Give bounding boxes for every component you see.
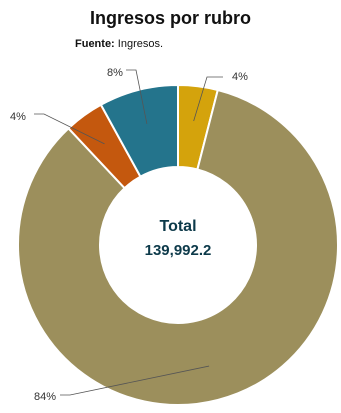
leader-lines xyxy=(34,69,223,396)
donut-slice xyxy=(17,88,339,406)
total-value: 139,992.2 xyxy=(144,242,212,259)
donut-slice xyxy=(99,83,179,179)
chart-title: Ingresos por rubro xyxy=(89,8,251,28)
source-text: Ingresos. xyxy=(117,38,164,50)
leader-line xyxy=(193,76,223,122)
leader-line xyxy=(126,69,148,125)
slice-label: 4% xyxy=(232,71,248,83)
slice-label: 84% xyxy=(34,391,56,403)
total-label: Total xyxy=(159,218,197,235)
source-label: Fuente: xyxy=(75,38,115,50)
chart-source: Fuente: Ingresos. xyxy=(75,38,163,50)
donut-slices xyxy=(17,83,339,406)
leader-line xyxy=(60,365,210,396)
slice-labels: 4% 84% 4% 8% xyxy=(10,67,248,403)
slice-label: 4% xyxy=(10,111,26,123)
slice-label: 8% xyxy=(107,67,123,79)
donut-center-label: Total 139,992.2 xyxy=(103,218,253,259)
leader-line xyxy=(34,113,105,145)
